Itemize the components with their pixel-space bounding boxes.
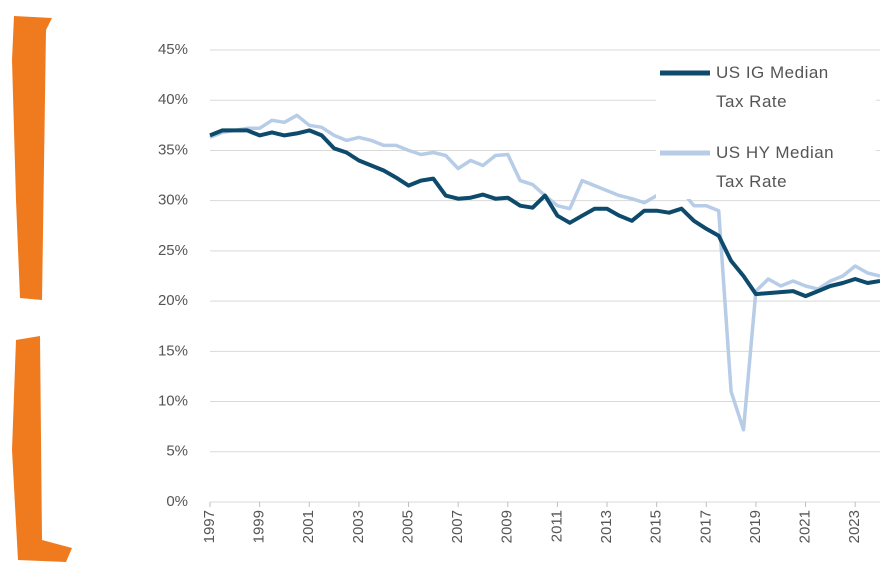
y-tick-label: 45% xyxy=(158,41,188,58)
y-tick-label: 5% xyxy=(166,443,188,460)
y-tick-label: 10% xyxy=(158,393,188,410)
x-tick-label: 2001 xyxy=(300,510,317,543)
x-tick-label: 1999 xyxy=(251,510,268,543)
x-tick-label: 2003 xyxy=(350,510,367,543)
y-tick-label: 35% xyxy=(158,141,188,158)
series-line xyxy=(209,128,880,299)
x-tick-label: 2005 xyxy=(399,510,416,543)
x-tick-label: 2009 xyxy=(499,510,516,543)
decorative-brush xyxy=(12,16,72,562)
x-tick-label: 2007 xyxy=(449,510,466,543)
legend-swatch-bg xyxy=(656,137,876,199)
y-tick-label: 40% xyxy=(158,91,188,108)
y-tick-label: 25% xyxy=(158,242,188,259)
y-tick-label: 30% xyxy=(158,192,188,209)
x-tick-label: 2023 xyxy=(846,510,863,543)
x-tick-label: 2019 xyxy=(747,510,764,543)
x-tick-label: 2013 xyxy=(598,510,615,543)
x-tick-label: 2011 xyxy=(548,510,565,542)
legend-label: US IG Median Tax Rate xyxy=(716,63,829,111)
legend-label: US HY Median Tax Rate xyxy=(716,143,835,191)
x-tick-label: 2017 xyxy=(697,510,714,543)
y-tick-label: 15% xyxy=(158,342,188,359)
legend-swatch-bg xyxy=(656,57,876,119)
x-tick-label: 2021 xyxy=(797,510,814,543)
x-tick-label: 2015 xyxy=(648,510,665,543)
y-tick-label: 0% xyxy=(166,493,188,510)
y-tick-label: 20% xyxy=(158,292,188,309)
x-tick-label: 1997 xyxy=(201,510,218,543)
